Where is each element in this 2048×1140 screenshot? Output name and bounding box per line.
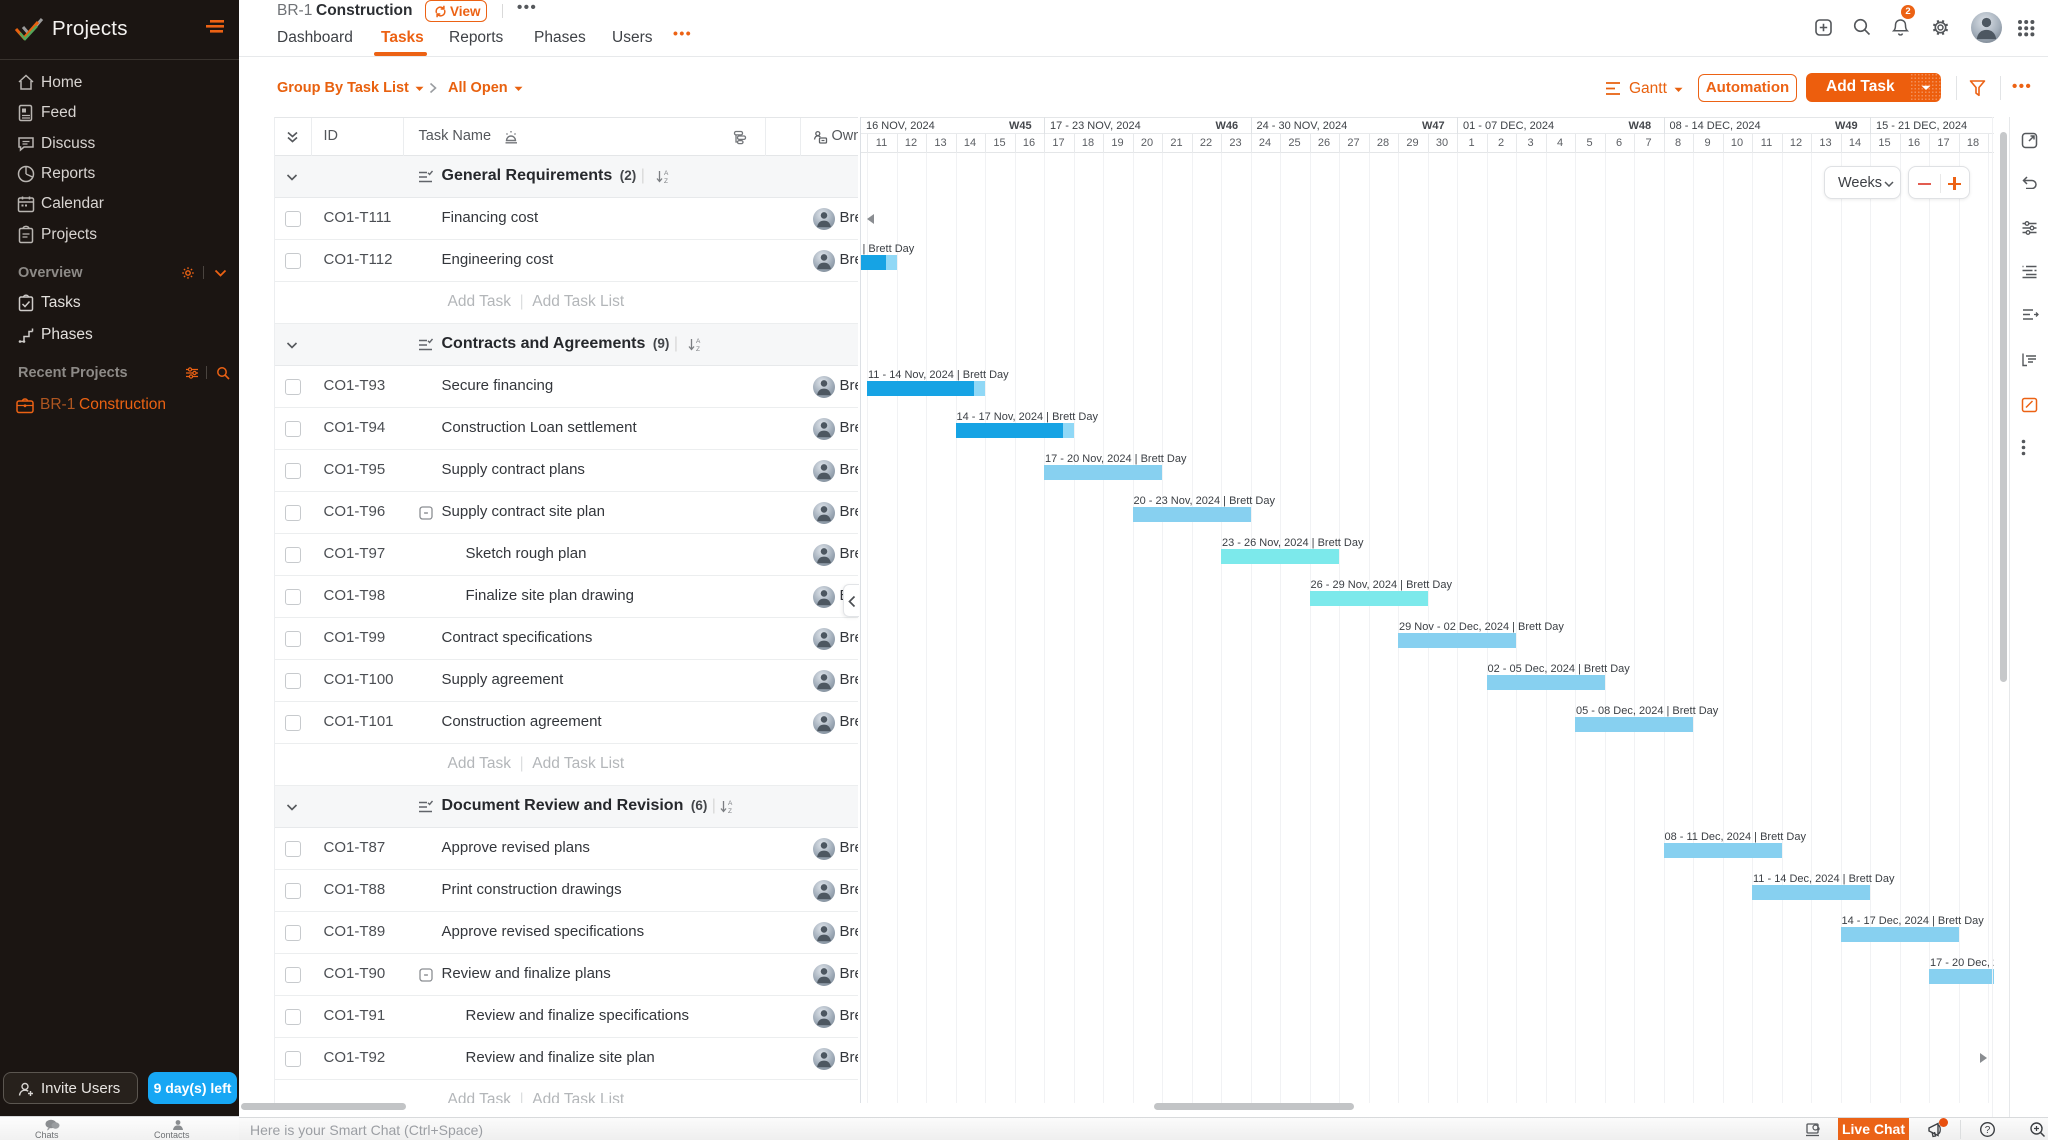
svg-text:?: ? — [1985, 1125, 1991, 1136]
svg-text:A: A — [728, 800, 733, 807]
svg-text:Z: Z — [728, 808, 732, 814]
svg-text:A: A — [696, 338, 701, 345]
svg-text:A: A — [664, 170, 669, 177]
svg-text:Z: Z — [664, 178, 668, 184]
svg-text:Z: Z — [696, 346, 700, 352]
